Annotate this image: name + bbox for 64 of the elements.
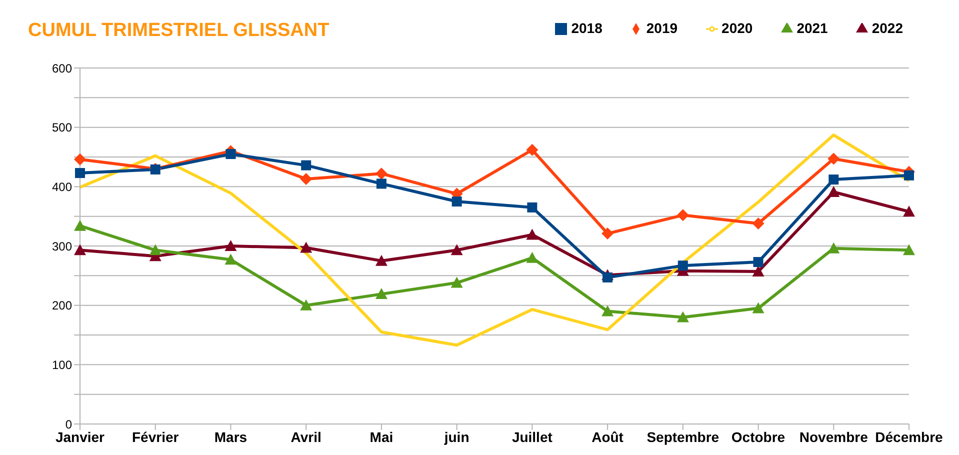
point	[752, 302, 764, 314]
x-tick-label: Juillet	[512, 428, 553, 445]
y-tick-label: 0	[65, 417, 72, 432]
point	[452, 196, 462, 206]
x-tick-label: Janvier	[55, 428, 106, 445]
legend-label: 2020	[722, 20, 753, 36]
point	[904, 170, 914, 180]
point	[224, 240, 237, 251]
point	[752, 217, 764, 230]
point	[74, 153, 86, 166]
point	[602, 228, 614, 240]
point	[450, 276, 463, 288]
point	[75, 168, 85, 178]
point	[828, 174, 839, 185]
point	[526, 144, 538, 156]
point	[602, 272, 613, 282]
point	[526, 252, 538, 263]
x-tick-label: Septembre	[646, 428, 720, 445]
point	[828, 186, 840, 198]
x-tick-label: Août	[592, 428, 624, 445]
point	[753, 257, 764, 268]
x-tick-label: Mai	[370, 428, 394, 445]
point	[828, 242, 840, 254]
x-tick-label: juin	[443, 428, 470, 445]
point	[450, 244, 463, 256]
point	[301, 160, 312, 170]
point	[376, 178, 386, 189]
point	[300, 242, 312, 253]
point	[678, 260, 688, 271]
legend-label: 2019	[646, 20, 678, 36]
chart-title: CUMUL TRIMESTRIEL GLISSANT	[28, 20, 330, 42]
point	[676, 311, 689, 322]
point	[602, 305, 614, 316]
point	[149, 244, 162, 256]
legend-label: 2021	[796, 20, 828, 36]
point	[300, 172, 312, 185]
y-tick-label: 500	[52, 120, 72, 135]
point	[676, 209, 689, 222]
y-tick-label: 400	[52, 180, 72, 194]
legend-label: 2022	[872, 20, 903, 36]
x-tick-label: Décembre	[875, 428, 944, 445]
x-tick-label: Novembre	[799, 428, 868, 445]
y-tick-label: 100	[52, 358, 72, 372]
x-tick-label: Avril	[290, 428, 322, 445]
point	[74, 220, 86, 231]
point	[224, 254, 237, 265]
x-tick-label: Février	[132, 428, 180, 445]
point	[226, 149, 236, 160]
point	[527, 202, 538, 212]
point	[375, 168, 388, 180]
point	[903, 206, 915, 217]
y-tick-label: 200	[52, 298, 72, 313]
x-tick-label: Octobre	[731, 428, 786, 445]
point	[375, 254, 388, 266]
point	[375, 288, 388, 300]
point	[526, 228, 538, 240]
point	[752, 266, 764, 277]
point	[300, 299, 312, 310]
x-tick-label: Mars	[214, 428, 248, 445]
y-tick-label: 300	[52, 239, 72, 254]
y-tick-label: 600	[52, 61, 72, 76]
legend-label: 2018	[571, 20, 602, 36]
point	[903, 244, 915, 256]
point	[828, 152, 840, 165]
